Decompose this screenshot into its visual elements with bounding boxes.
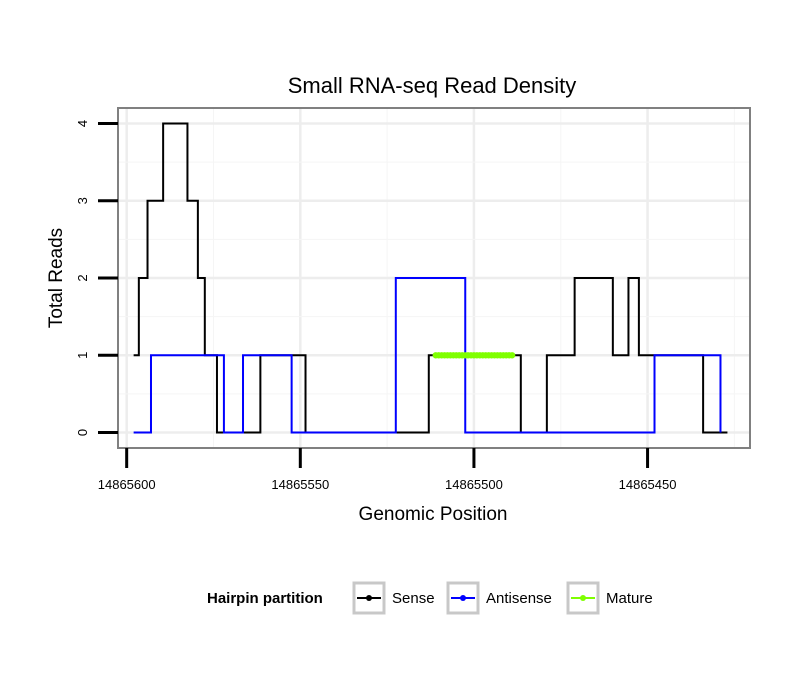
y-tick-label: 2 [75,274,90,281]
chart-title: Small RNA-seq Read Density [288,73,577,98]
x-axis-title: Genomic Position [359,504,508,525]
series-sense [133,122,728,434]
legend-title: Hairpin partition [207,590,323,607]
y-axis: 0 1 2 3 4 [75,120,118,436]
x-tick-label: 14865600 [98,477,156,492]
legend-label-mature: Mature [606,590,653,607]
legend-label-sense: Sense [392,590,435,607]
y-tick-label: 1 [75,352,90,359]
series-line-sense [133,122,728,434]
x-tick-label: 14865500 [445,477,503,492]
legend-label-antisense: Antisense [486,590,552,607]
legend-point-sense [366,595,372,601]
series-layer [133,122,728,434]
legend-point-mature [580,595,586,601]
legend-item-mature: Mature [566,581,653,615]
y-tick-label: 4 [75,120,90,127]
x-tick-label: 14865450 [619,477,677,492]
series-antisense [133,277,722,434]
series-point-mature [508,352,516,359]
series-line-antisense [133,277,722,434]
y-tick-label: 0 [75,429,90,436]
legend-point-antisense [460,595,466,601]
y-axis-title: Total Reads [46,228,67,328]
legend: Hairpin partition Sense Antisense Mature [207,581,653,615]
x-axis: 14865600 14865550 14865500 14865450 [98,448,677,492]
x-tick-label: 14865550 [271,477,329,492]
legend-item-antisense: Antisense [446,581,552,615]
series-mature [432,352,516,359]
legend-item-sense: Sense [352,581,435,615]
y-tick-label: 3 [75,197,90,204]
